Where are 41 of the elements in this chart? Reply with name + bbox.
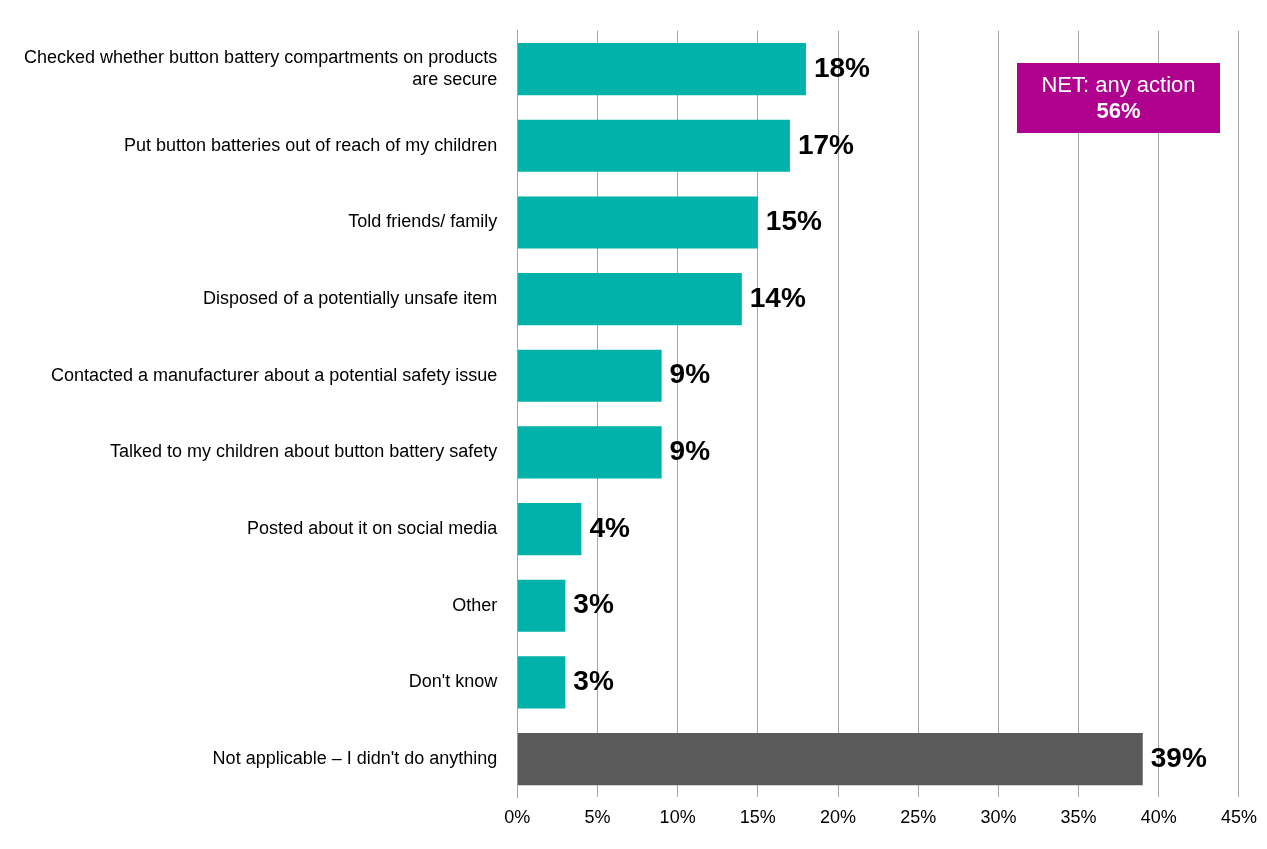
x-tick-label: 30% [980,807,1017,828]
y-tick-label: Posted about it on social media [247,518,499,539]
bar [517,426,662,479]
y-tick-label: Put button batteries out of reach of my children [124,134,498,155]
x-tick-label: 20% [820,807,857,828]
x-tick-label: 5% [584,807,611,828]
data-label: 3% [573,588,614,620]
data-label: 3% [573,665,614,697]
y-tick-label: Don't know [408,671,499,692]
bar [517,503,582,556]
y-tick-label: Checked whether button battery compartments on products are secure [23,47,498,89]
y-tick-label: Contacted a manufacturer about a potential safety issue [50,364,498,385]
x-tick-label: 10% [659,807,696,828]
data-label: 17% [797,128,855,160]
y-tick-label: Other [452,594,498,615]
x-tick-label: 0% [504,807,531,828]
annotation: NET: any action 56% [1040,72,1197,124]
data-label: 9% [669,435,711,467]
bar [517,349,662,402]
x-tick-label: 40% [1140,807,1177,828]
data-label: 15% [765,205,822,237]
y-tick-label: Not applicable – I didn't do anything [212,748,498,769]
x-tick-label: 45% [1220,807,1257,828]
bar [517,196,758,249]
y-tick-label: Told friends/ family [348,211,498,232]
data-label: 18% [813,51,871,83]
y-tick-label: Disposed of a potentially unsafe item [203,288,498,309]
bar [517,579,566,632]
bar [517,43,806,96]
data-label: 39% [1150,741,1207,773]
bar [517,656,566,709]
bar [517,273,742,326]
x-tick-label: 15% [739,807,776,828]
bar [517,119,790,172]
y-tick-label: Talked to my children about button battery safety [110,441,498,462]
bar [517,733,1143,786]
data-label: 4% [589,511,630,543]
data-label: 14% [749,281,806,313]
x-tick-label: 35% [1060,807,1097,828]
x-tick-label: 25% [900,807,937,828]
data-label: 9% [669,358,711,390]
